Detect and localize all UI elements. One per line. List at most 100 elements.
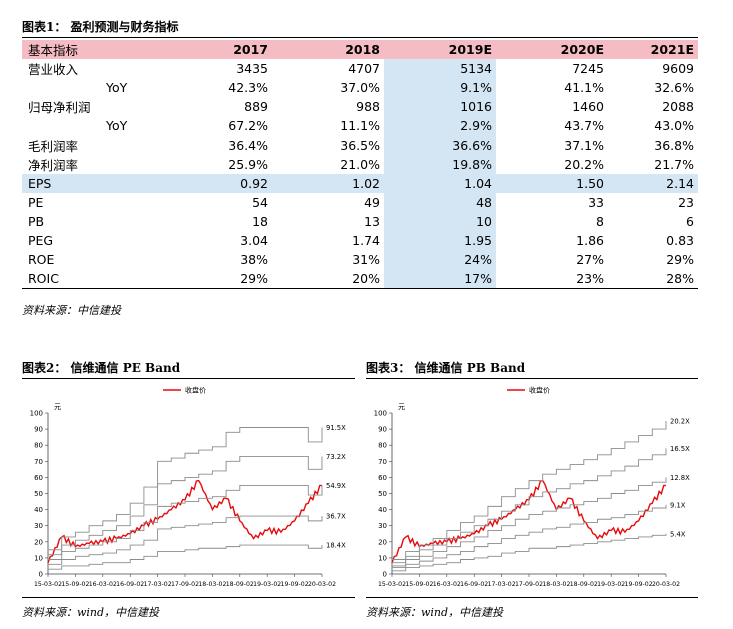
y-tick-label: 20 — [34, 538, 43, 546]
table-cell: 21.0% — [340, 156, 380, 172]
table-cell: 0.83 — [666, 232, 694, 248]
table-cell: 29% — [160, 269, 272, 290]
band-line — [48, 515, 323, 565]
table-cell: 6 — [686, 213, 694, 229]
band-line — [48, 427, 323, 551]
fig3-top-rule — [366, 378, 698, 379]
table-row: PB 18 13 10 8 6 — [22, 211, 698, 231]
table-cell: 28% — [608, 269, 698, 290]
table-cell: 0.92 — [160, 173, 272, 193]
table-row: ROIC 29% 20% 17% 23% 28% — [22, 269, 698, 290]
table-row: YoY 42.3% 37.0% 9.1% 41.1% 32.6% — [22, 78, 698, 98]
table-cell: 38% — [240, 252, 268, 268]
table-body: 营业收入 3435 4707 5134 7245 9609 YoY 42.3% 37.0% 9.1… — [22, 59, 698, 290]
row-label: ROE — [28, 252, 55, 268]
table-row: 营业收入 3435 4707 5134 7245 9609 — [22, 59, 698, 79]
x-tick-label: 20-03-02 — [308, 581, 336, 588]
y-tick-label: 0 — [383, 571, 387, 579]
table-cell: 1.86 — [576, 232, 604, 248]
table-row: PE 54 49 48 33 23 — [22, 192, 698, 212]
band-label: 12.8X — [670, 474, 690, 482]
x-tick-label: 18-03-02 — [542, 581, 570, 588]
y-axis-unit: 元 — [54, 403, 61, 411]
table-cell: 20% — [272, 269, 384, 290]
table-cell: 32.6% — [654, 80, 694, 96]
row-label: 净利润率 — [28, 157, 79, 173]
table-cell: 49 — [364, 194, 380, 210]
band-line — [392, 477, 667, 567]
table-row: EPS 0.92 1.02 1.04 1.50 2.14 — [22, 173, 698, 193]
y-tick-label: 50 — [378, 490, 387, 498]
table-cell: 36.4% — [228, 137, 268, 153]
table-cell: 9609 — [662, 61, 694, 77]
column-header: 2021E — [608, 40, 698, 60]
table-cell: 1.74 — [352, 232, 380, 248]
table-cell: 1016 — [384, 97, 496, 117]
table-cell: 36.5% — [340, 137, 380, 153]
band-line — [48, 485, 323, 560]
table-cell: 2.14 — [608, 173, 698, 193]
table-header-row: 基本指标 2017 2018 2019E 2020E 2021E — [22, 40, 698, 60]
y-tick-label: 10 — [34, 554, 43, 562]
x-tick-label: 16-09-02 — [460, 581, 488, 588]
y-tick-label: 100 — [30, 410, 43, 418]
x-tick-label: 19-03-02 — [597, 581, 625, 588]
table-cell: 3435 — [236, 61, 268, 77]
y-tick-label: 20 — [378, 538, 387, 546]
table-cell: 11.1% — [340, 118, 380, 134]
band-line — [392, 533, 667, 572]
table-cell: 17% — [384, 269, 496, 290]
band-label: 16.5X — [670, 445, 690, 453]
fig2-source: 资料来源：wind，中信建投 — [22, 606, 160, 619]
band-line — [392, 448, 667, 564]
table-cell: 18 — [252, 213, 268, 229]
y-tick-label: 40 — [34, 506, 43, 514]
table-cell: 33 — [588, 194, 604, 210]
row-label: 毛利润率 — [28, 138, 79, 154]
table-cell: 37.1% — [564, 137, 604, 153]
x-tick-label: 18-09-02 — [570, 581, 598, 588]
table-cell: 54 — [252, 194, 268, 210]
x-tick-label: 17-03-02 — [144, 581, 172, 588]
y-tick-label: 60 — [378, 474, 387, 482]
table-cell: 1.02 — [272, 173, 384, 193]
x-tick-label: 17-09-02 — [171, 581, 199, 588]
table-row: ROE 38% 31% 24% 27% 29% — [22, 250, 698, 270]
table-cell: 31% — [352, 252, 380, 268]
row-label: PE — [28, 194, 44, 210]
table-row: 净利润率 25.9% 21.0% 19.8% 20.2% 21.7% — [22, 154, 698, 174]
y-tick-label: 0 — [39, 571, 43, 579]
table-cell: 67.2% — [228, 118, 268, 134]
y-tick-label: 30 — [34, 522, 43, 530]
x-tick-label: 15-09-02 — [405, 581, 433, 588]
x-tick-label: 16-03-02 — [433, 581, 461, 588]
fig2-top-rule — [22, 378, 355, 379]
table-cell: 21.7% — [654, 156, 694, 172]
y-tick-label: 40 — [378, 506, 387, 514]
row-label: PB — [28, 213, 45, 229]
table-cell: 41.1% — [564, 80, 604, 96]
column-header: 2020E — [496, 40, 608, 60]
row-label: YoY — [106, 80, 128, 96]
table-cell: 36.6% — [384, 135, 496, 155]
band-label: 36.7X — [326, 513, 346, 521]
band-label: 5.4X — [670, 530, 686, 538]
table-cell: 988 — [356, 99, 380, 115]
table-cell: 10 — [384, 211, 496, 231]
fig1-top-rule — [22, 37, 698, 38]
table-cell: 29% — [666, 252, 694, 268]
table-cell: 24% — [384, 250, 496, 270]
fig3-source: 资料来源：wind，中信建投 — [366, 606, 504, 619]
x-tick-label: 15-03-02 — [378, 581, 406, 588]
x-tick-label: 17-03-02 — [488, 581, 516, 588]
y-tick-label: 90 — [378, 426, 387, 434]
table-cell: 20.2% — [564, 156, 604, 172]
table-cell: 2088 — [662, 99, 694, 115]
y-tick-label: 70 — [34, 458, 43, 466]
y-tick-label: 30 — [378, 522, 387, 530]
table-cell: 23% — [496, 269, 608, 290]
x-tick-label: 19-09-02 — [281, 581, 309, 588]
band-label: 73.2X — [326, 453, 346, 461]
fig1-source: 资料来源：中信建投 — [22, 304, 121, 317]
